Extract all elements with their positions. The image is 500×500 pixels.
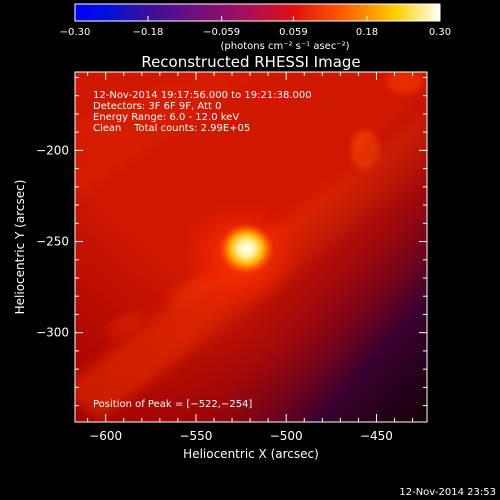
y-tick-label: −250 <box>36 235 69 249</box>
colorbar-tick-label: −0.30 <box>60 27 91 38</box>
colorbar <box>74 3 441 22</box>
x-tick-label: −600 <box>89 429 122 443</box>
x-axis-label: Heliocentric X (arcsec) <box>183 447 319 461</box>
y-tick-label: −200 <box>36 143 69 157</box>
y-axis-label: Heliocentric Y (arcsec) <box>13 180 27 315</box>
colorbar-tick-label: 0.30 <box>429 27 451 38</box>
peak-position-label: Position of Peak = [−522,−254] <box>93 399 252 410</box>
colorbar-tick-label: 0.18 <box>356 27 378 38</box>
x-tick-label: −450 <box>360 429 393 443</box>
annotation-counts: Clean Total counts: 2.99E+05 <box>93 123 250 134</box>
colorbar-units: (photons cm⁻² s⁻¹ asec⁻²) <box>220 41 349 52</box>
colorbar-ticks: −0.30 −0.18 −0.059 0.059 0.18 0.30 <box>60 16 451 38</box>
x-tick-label: −500 <box>270 429 303 443</box>
axis-ticks: −600 −550 −500 −450 −300 −250 −200 <box>36 72 427 443</box>
footer-timestamp: 12-Nov-2014 23:53 <box>399 487 496 498</box>
colorbar-tick-label: 0.059 <box>279 27 308 38</box>
x-tick-label: −550 <box>179 429 212 443</box>
chart-title: Reconstructed RHESSI Image <box>141 53 360 71</box>
annotation-energy: Energy Range: 6.0 - 12.0 keV <box>93 112 239 123</box>
annotation-detectors: Detectors: 3F 6F 9F, Att 0 <box>93 101 221 112</box>
plot-frame <box>74 71 428 423</box>
y-tick-label: −300 <box>36 326 69 340</box>
annotation-time: 12-Nov-2014 19:17:56.000 to 19:21:38.000 <box>93 90 312 101</box>
colorbar-tick-label: −0.059 <box>203 27 240 38</box>
heatmap-image <box>75 72 427 422</box>
peak-source <box>218 222 275 275</box>
colorbar-tick-label: −0.18 <box>133 27 164 38</box>
